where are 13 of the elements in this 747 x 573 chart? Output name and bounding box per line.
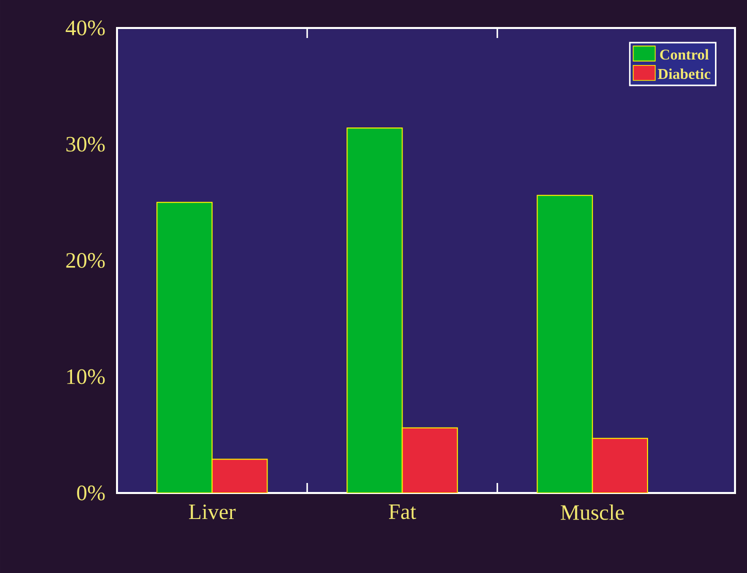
x-tick-label: Liver bbox=[188, 504, 236, 520]
bar bbox=[212, 458, 268, 493]
y-tick-label: 10% bbox=[67, 369, 105, 384]
y-tick-label: 40% bbox=[66, 20, 105, 36]
bar bbox=[592, 438, 648, 493]
y-tick-label: 0% bbox=[77, 486, 105, 500]
x-tick-label: Muscle bbox=[560, 504, 624, 520]
legend-label: Control bbox=[660, 49, 709, 60]
legend-label: Diabetic bbox=[658, 68, 710, 79]
x-tick-label: Fat bbox=[388, 504, 416, 520]
y-tick-label: 30% bbox=[66, 136, 105, 152]
bar bbox=[402, 427, 458, 493]
y-tick-label: 20% bbox=[66, 253, 105, 268]
